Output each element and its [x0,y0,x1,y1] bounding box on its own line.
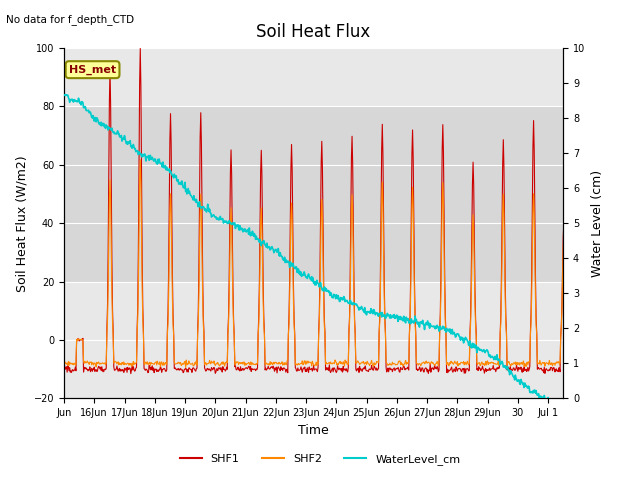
Title: Soil Heat Flux: Soil Heat Flux [257,23,371,41]
Text: No data for f_depth_CTD: No data for f_depth_CTD [6,14,134,25]
Y-axis label: Soil Heat Flux (W/m2): Soil Heat Flux (W/m2) [15,155,28,291]
X-axis label: Time: Time [298,424,329,437]
Legend: SHF1, SHF2, WaterLevel_cm: SHF1, SHF2, WaterLevel_cm [175,450,465,469]
Y-axis label: Water Level (cm): Water Level (cm) [591,169,604,277]
Text: HS_met: HS_met [69,64,116,75]
Bar [64,107,563,282]
